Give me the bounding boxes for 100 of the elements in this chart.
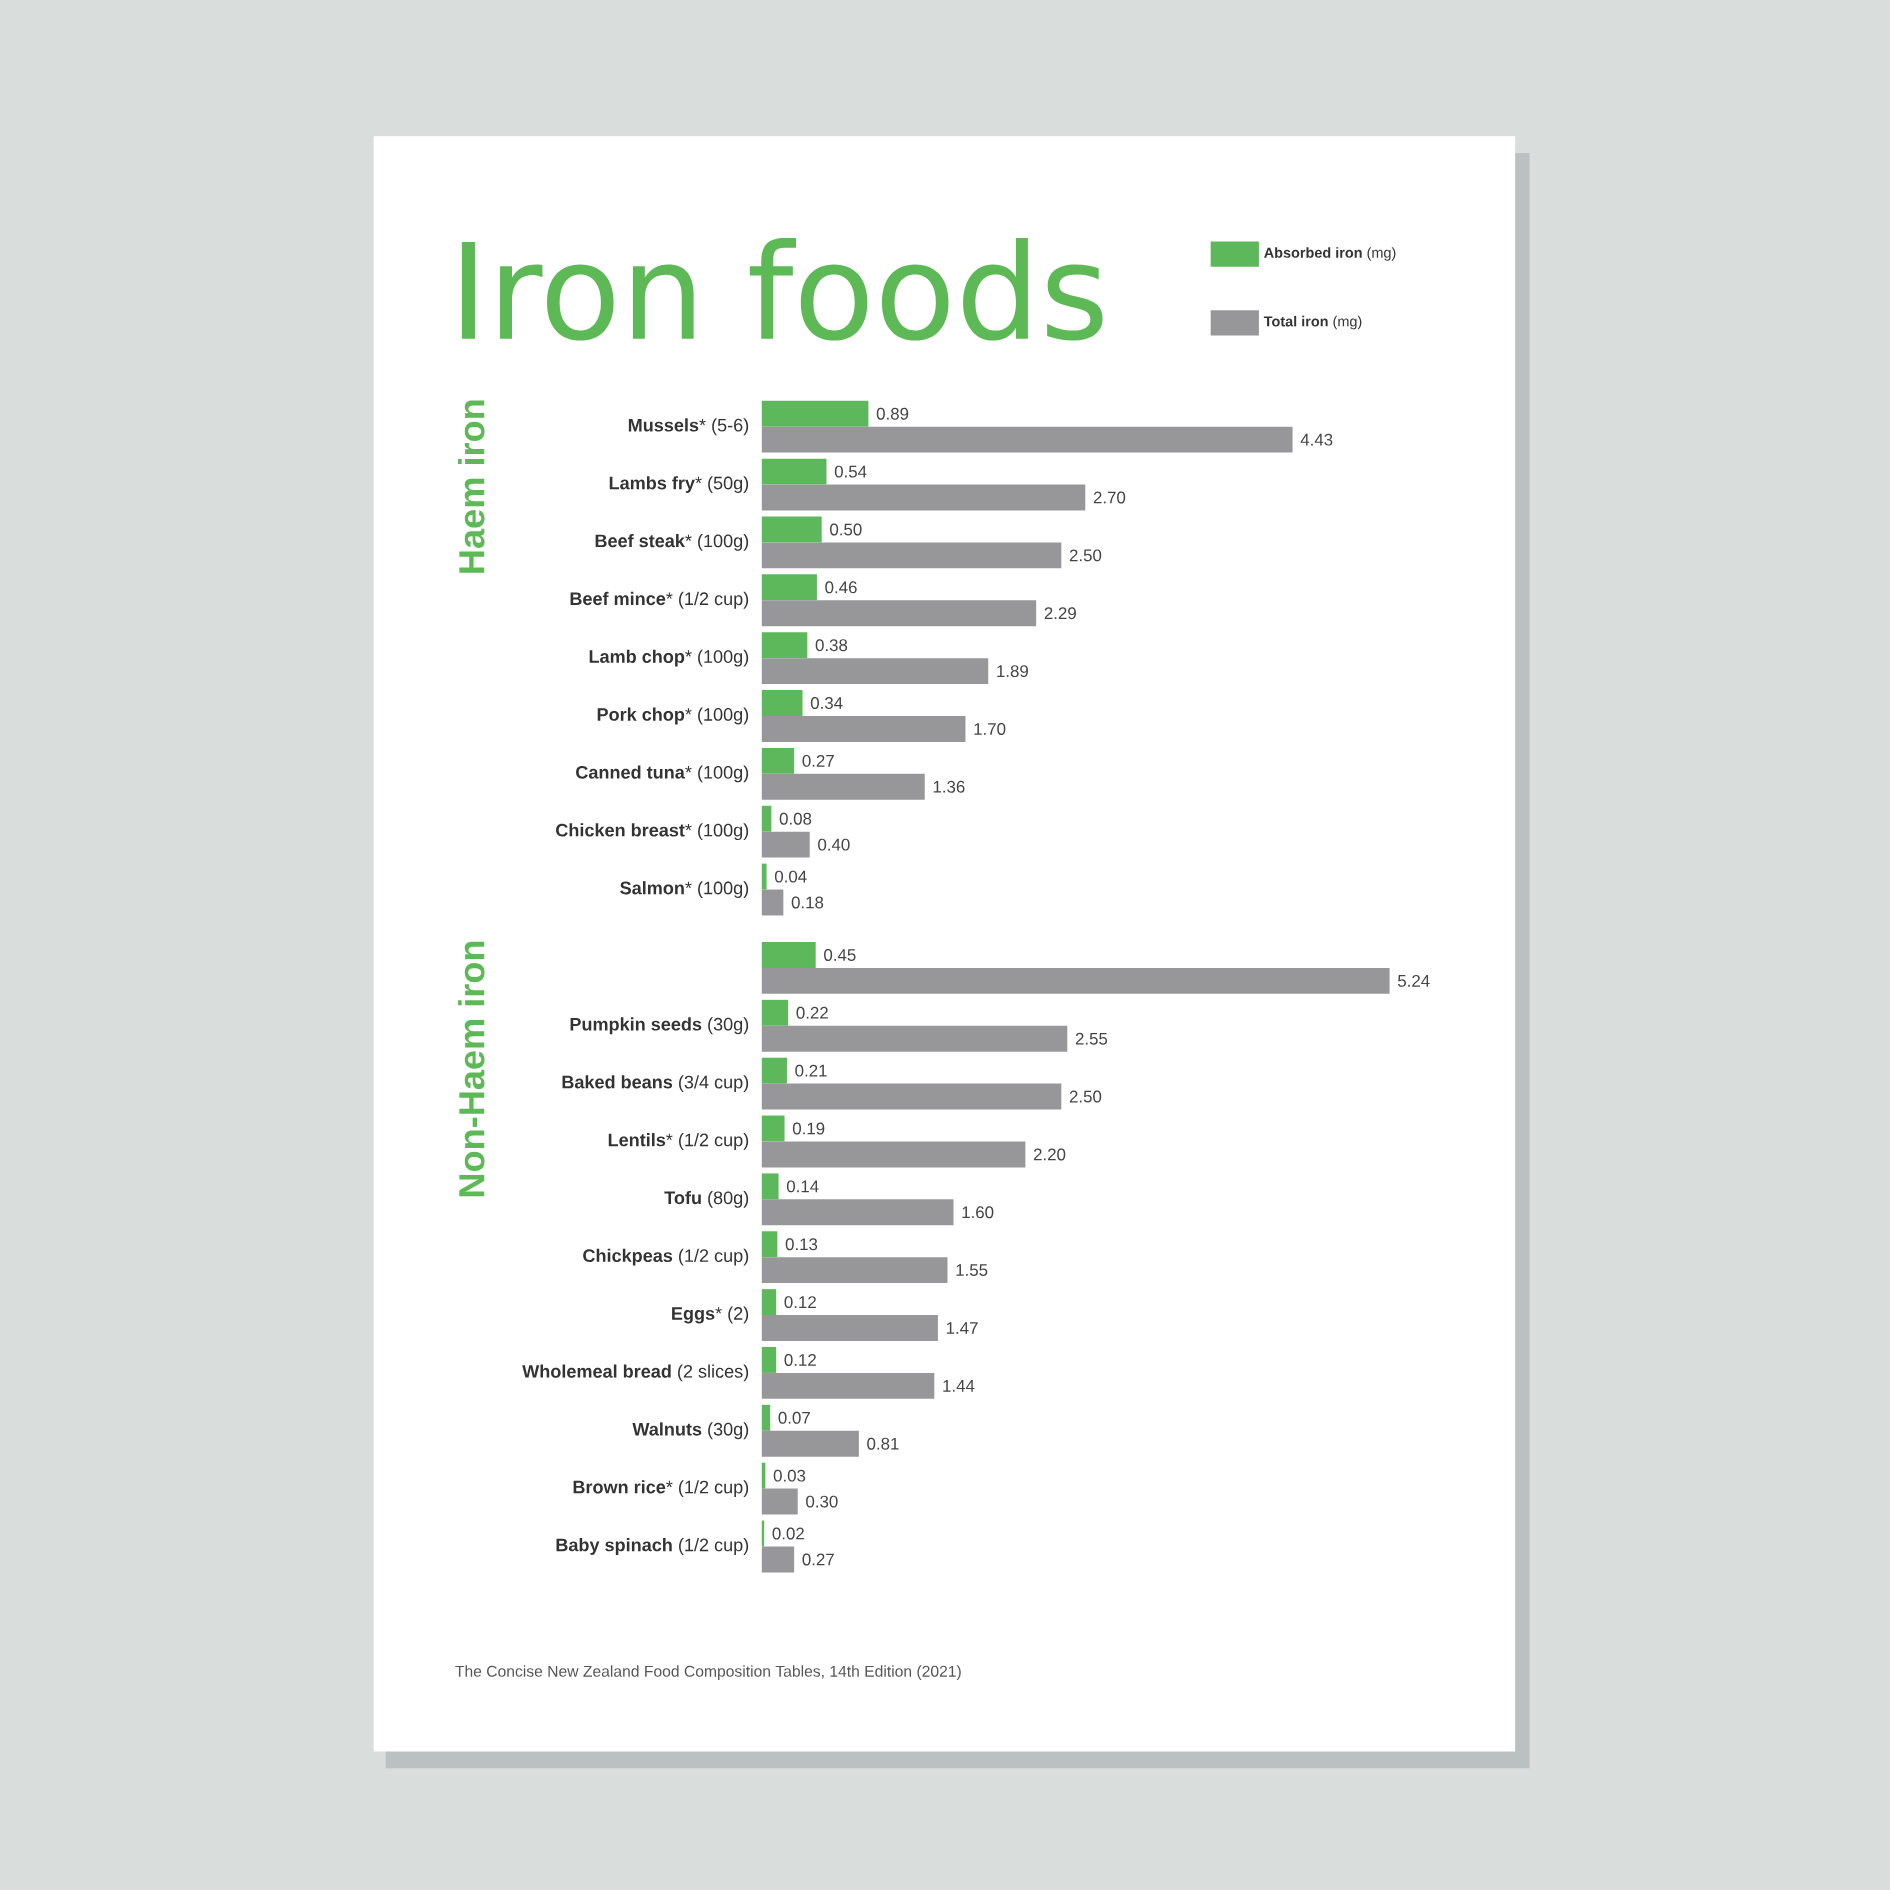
data-label: 0.03	[773, 1469, 806, 1482]
data-label: 1.44	[943, 1380, 975, 1392]
bar	[761, 831, 810, 858]
bar	[761, 1289, 777, 1316]
data-label: 0.08	[779, 812, 812, 825]
bar	[761, 999, 789, 1026]
bar	[761, 690, 803, 716]
bar	[761, 805, 772, 832]
text: The Concise New Zealand Food Composition Tables, 14th Edition (2021)	[455, 1665, 961, 1680]
data-label: 4.43	[1300, 433, 1333, 446]
bar	[761, 1546, 795, 1573]
y-tick-label: Mussels* (5-6)	[628, 418, 749, 436]
bar	[761, 632, 808, 659]
data-label: 0.45	[824, 948, 856, 961]
bar	[761, 400, 869, 427]
legend-label: Total iron (mg)	[1263, 315, 1362, 330]
y-tick-label: Eggs* (2)	[672, 1306, 749, 1324]
data-label: 0.12	[784, 1296, 816, 1309]
y-tick-label: Beef mince* (1/2 cup)	[570, 591, 749, 609]
bar	[761, 1057, 787, 1084]
y-tick-label: Salmon* (100g)	[620, 881, 749, 898]
y-tick-label: Pork chop* (100g)	[597, 707, 749, 725]
data-label: 2.70	[1093, 491, 1126, 504]
data-label: 0.81	[867, 1437, 899, 1450]
y-tick-label: Baked beans (3/4 cup)	[562, 1075, 749, 1093]
y-tick-label: Baby spinach (1/2 cup)	[556, 1538, 749, 1555]
bar	[761, 484, 1086, 511]
data-label: 1.60	[962, 1206, 994, 1219]
data-label: 2.29	[1044, 607, 1076, 620]
data-label: 0.14	[786, 1180, 819, 1193]
data-label: 0.07	[778, 1411, 810, 1424]
bar	[761, 747, 795, 774]
data-label: 5.24	[1397, 974, 1430, 987]
data-label: 0.89	[876, 407, 909, 420]
y-tick-label: Chicken breast* (100g)	[556, 823, 749, 841]
bar	[761, 1025, 1068, 1052]
data-label: 0.46	[825, 581, 857, 594]
bar	[761, 1372, 935, 1399]
data-label: 0.38	[815, 639, 848, 652]
bar	[761, 1115, 785, 1142]
data-label: 0.18	[791, 896, 824, 909]
data-label: 0.34	[810, 697, 843, 709]
data-label: 2.20	[1033, 1148, 1066, 1161]
data-label: 0.30	[806, 1495, 838, 1508]
data-label: 0.04	[774, 870, 807, 883]
data-label: 0.12	[784, 1354, 816, 1366]
legend-label: Absorbed iron (mg)	[1264, 247, 1396, 261]
y-tick-label: Tofu (80g)	[664, 1190, 749, 1208]
y-tick-label: Pumpkin seeds (30g)	[570, 1017, 749, 1035]
bar	[761, 941, 816, 968]
y-tick-label: Canned tuna* (100g)	[576, 765, 749, 783]
y-tick-label: Walnuts (30g)	[632, 1422, 749, 1440]
bar	[761, 426, 1293, 453]
data-label: 0.02	[772, 1527, 804, 1540]
data-label: 0.50	[830, 523, 862, 536]
data-label: 1.36	[933, 780, 965, 793]
bar	[761, 863, 767, 890]
y-tick-label: Brown rice* (1/2 cup)	[573, 1480, 749, 1498]
y-axis-title: Non-Haem iron	[458, 941, 485, 1197]
bar	[761, 1404, 771, 1431]
bar	[761, 1257, 948, 1284]
data-label: 0.22	[796, 1006, 828, 1019]
bar	[761, 715, 966, 742]
bar	[761, 1141, 1026, 1168]
bar	[761, 1083, 1062, 1110]
data-label: 1.70	[974, 722, 1006, 735]
data-label: 0.27	[802, 754, 834, 767]
bar	[761, 1231, 778, 1258]
bar	[761, 1346, 777, 1373]
data-label: 2.50	[1069, 549, 1102, 562]
bar	[761, 1315, 938, 1341]
bar	[761, 1430, 859, 1457]
y-tick-label: Lambs fry* (50g)	[609, 476, 749, 493]
y-tick-label: Lentils* (1/2 cup)	[608, 1133, 749, 1150]
bar	[761, 574, 817, 601]
y-tick-label: Chickpeas (1/2 cup)	[583, 1248, 749, 1266]
bar	[761, 542, 1062, 569]
data-label: 0.40	[818, 838, 850, 851]
data-label: 0.27	[802, 1553, 834, 1566]
bar	[761, 458, 827, 485]
y-tick-label: Beef steak* (100g)	[595, 534, 749, 551]
data-label: 0.21	[795, 1064, 827, 1077]
bar	[761, 773, 925, 800]
bar	[761, 967, 1390, 994]
data-label: 2.50	[1069, 1090, 1102, 1103]
data-label: 1.55	[956, 1264, 988, 1277]
data-label: 2.55	[1075, 1032, 1108, 1045]
bar	[761, 1199, 954, 1226]
data-label: 1.47	[946, 1322, 978, 1334]
chart-title: Iron foods	[461, 237, 1103, 341]
y-tick-label: Wholemeal bread (2 slices)	[522, 1364, 749, 1382]
bar	[761, 1488, 798, 1515]
bar	[761, 889, 784, 916]
bar	[761, 600, 1037, 627]
data-label: 1.89	[997, 665, 1028, 678]
bar	[761, 658, 989, 685]
data-label: 0.13	[785, 1238, 818, 1251]
bar	[761, 1173, 779, 1200]
bar	[761, 516, 822, 543]
y-axis-title: Haem iron	[458, 400, 485, 573]
